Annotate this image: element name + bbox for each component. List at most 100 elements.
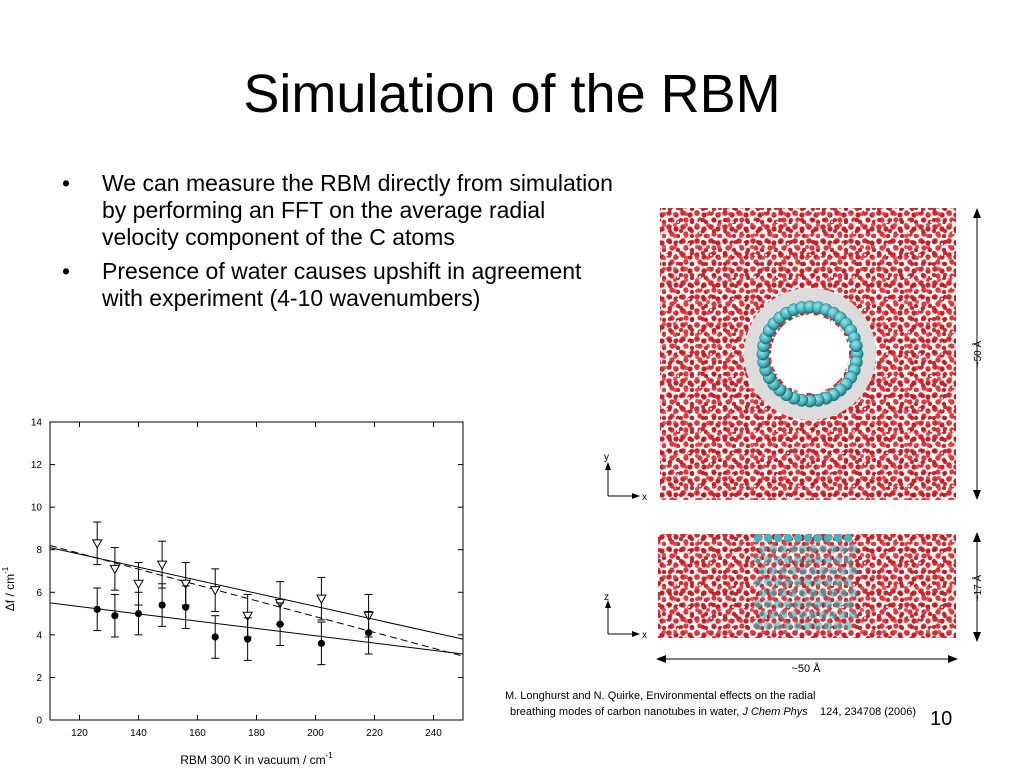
fit-line-dashed bbox=[49, 544, 464, 657]
carbon-atom bbox=[849, 339, 863, 353]
y-tick-label: 14 bbox=[31, 418, 43, 429]
slide-number: 10 bbox=[930, 708, 953, 730]
carbon-atom-side bbox=[823, 533, 833, 543]
data-point-triangle bbox=[242, 611, 254, 622]
carbon-atom-side bbox=[803, 599, 813, 609]
x-tick-label: 240 bbox=[425, 728, 442, 739]
data-point-circle bbox=[211, 633, 219, 641]
rbm-shift-chart: 120 140 160 180 200 220 240 0 2 4 6 8 10 12 14 RBM 300… bbox=[1, 418, 464, 767]
bullet-list: • We can measure the RBM directly from s… bbox=[62, 170, 622, 319]
y-axis-label-main: Δf / cm bbox=[3, 574, 17, 611]
carbon-atom-side bbox=[828, 588, 838, 598]
carbon-atom-side bbox=[773, 533, 783, 543]
carbon-atom-side bbox=[828, 544, 838, 554]
top-view-axis-x: x bbox=[642, 492, 647, 503]
data-point-circle bbox=[182, 603, 190, 611]
y-tick-label: 10 bbox=[31, 503, 43, 514]
carbon-atom-side bbox=[788, 566, 798, 576]
data-point-circle bbox=[134, 609, 143, 618]
carbon-atom-side bbox=[803, 533, 813, 543]
carbon-atom-side bbox=[773, 577, 783, 587]
simulation-figure: ~50 Å y x ~17 Å ~50 Å z x bbox=[604, 208, 984, 675]
citation-line-2: breathing modes of carbon nanotubes in w… bbox=[505, 704, 916, 720]
carbon-atom-side bbox=[783, 555, 793, 565]
carbon-atom-side bbox=[833, 599, 843, 609]
carbon-atom-side bbox=[823, 555, 833, 565]
carbon-atom-side bbox=[808, 544, 818, 554]
carbon-atom-side bbox=[793, 577, 803, 587]
x-tick-label: 160 bbox=[189, 728, 206, 739]
top-view-dimension: ~50 Å bbox=[971, 208, 984, 500]
side-view-axis-z: z bbox=[604, 592, 609, 603]
carbon-atom-side bbox=[843, 555, 853, 565]
citation-volume: 124, 234708 (2006) bbox=[820, 706, 917, 718]
data-point-triangle bbox=[109, 564, 121, 575]
carbon-atom-side bbox=[788, 610, 798, 620]
citation-journal: J Chem Phys bbox=[742, 706, 808, 718]
data-point-circle bbox=[276, 620, 284, 628]
carbon-atom-side bbox=[833, 533, 843, 543]
carbon-atom-side bbox=[768, 544, 778, 554]
fit-line-solid bbox=[49, 602, 464, 655]
top-view-axis-y: y bbox=[604, 452, 609, 463]
carbon-atom-side bbox=[838, 610, 848, 620]
carbon-atom-side bbox=[783, 621, 793, 631]
y-axis-label: Δf / cm-1 bbox=[1, 566, 17, 611]
carbon-atom-side bbox=[843, 621, 853, 631]
carbon-atom-side bbox=[798, 544, 808, 554]
carbon-atom-side bbox=[843, 599, 853, 609]
carbon-atom-side bbox=[768, 588, 778, 598]
carbon-atom-side bbox=[788, 544, 798, 554]
carbon-atom-side bbox=[798, 566, 808, 576]
y-tick-label: 0 bbox=[36, 716, 42, 727]
carbon-atom-side bbox=[768, 566, 778, 576]
citation-line-1: M. Longhurst and N. Quirke, Environmenta… bbox=[505, 690, 816, 702]
carbon-atom-side bbox=[778, 566, 788, 576]
carbon-atom-side bbox=[803, 577, 813, 587]
carbon-atom-side bbox=[763, 599, 773, 609]
data-point-triangle bbox=[133, 579, 144, 590]
carbon-atom-side bbox=[763, 555, 773, 565]
side-view-vertical-dimension: ~17 Å bbox=[971, 532, 984, 642]
carbon-atom-side bbox=[848, 588, 858, 598]
carbon-atom-side bbox=[793, 599, 803, 609]
carbon-atom-side bbox=[753, 599, 763, 609]
carbon-atom-side bbox=[763, 533, 773, 543]
carbon-atom-side bbox=[813, 533, 823, 543]
carbon-atom-side bbox=[758, 566, 768, 576]
carbon-atom-side bbox=[773, 599, 783, 609]
x-tick-label: 180 bbox=[248, 728, 265, 739]
carbon-atom-side bbox=[803, 555, 813, 565]
citation-text: breathing modes of carbon nanotubes in w… bbox=[510, 706, 743, 718]
carbon-atom-side bbox=[753, 577, 763, 587]
y-tick-label: 4 bbox=[36, 630, 42, 641]
carbon-atom-side bbox=[793, 555, 803, 565]
y-axis-label-sup: -1 bbox=[1, 566, 10, 574]
bullet-item: • Presence of water causes upshift in ag… bbox=[62, 258, 622, 312]
carbon-atom-side bbox=[843, 577, 853, 587]
x-tick-label: 120 bbox=[71, 728, 88, 739]
carbon-atom-side bbox=[788, 588, 798, 598]
x-tick-label: 140 bbox=[130, 728, 147, 739]
y-tick-label: 2 bbox=[36, 673, 42, 684]
carbon-atom-side bbox=[793, 621, 803, 631]
carbon-atom-side bbox=[783, 599, 793, 609]
carbon-atom-side bbox=[763, 621, 773, 631]
data-point-circle bbox=[317, 639, 325, 647]
carbon-atom-side bbox=[838, 588, 848, 598]
data-point-triangle bbox=[209, 586, 221, 596]
x-axis-label-main: RBM 300 K in vacuum / cm bbox=[180, 753, 325, 767]
carbon-atom-side bbox=[833, 621, 843, 631]
carbon-atom-side bbox=[773, 621, 783, 631]
bullet-text: Presence of water causes upshift in agre… bbox=[102, 258, 582, 311]
data-point-circle bbox=[365, 629, 373, 637]
data-point-circle bbox=[111, 612, 119, 620]
carbon-atom-side bbox=[823, 599, 833, 609]
data-point-circle bbox=[244, 635, 252, 643]
data-point-circle bbox=[93, 605, 101, 613]
carbon-atom-side bbox=[758, 544, 768, 554]
carbon-atom-side bbox=[778, 544, 788, 554]
top-view-dimension-label: ~50 Å bbox=[971, 340, 984, 367]
x-axis-label-sup: -1 bbox=[326, 751, 334, 760]
side-view-water-box bbox=[658, 533, 956, 638]
